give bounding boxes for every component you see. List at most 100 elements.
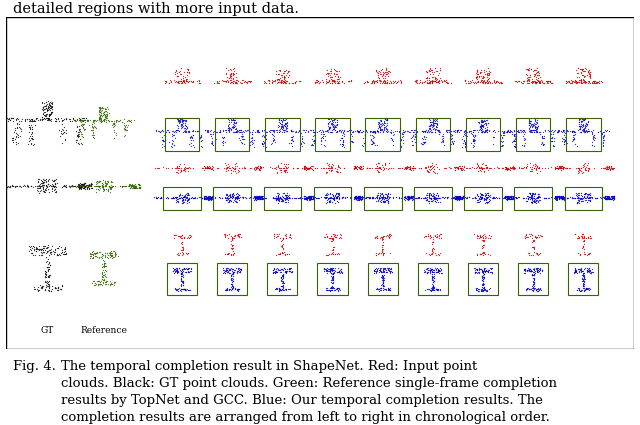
Point — [425, 167, 435, 173]
Point — [479, 196, 489, 203]
Point — [438, 136, 448, 143]
Point — [278, 78, 289, 85]
Point — [275, 250, 285, 257]
Point — [506, 195, 516, 201]
Point — [126, 182, 136, 189]
Point — [534, 285, 545, 292]
Point — [175, 118, 185, 125]
Point — [43, 256, 53, 263]
Point — [27, 244, 37, 251]
Point — [399, 196, 410, 202]
Point — [409, 136, 419, 143]
Point — [550, 196, 560, 203]
Point — [88, 130, 99, 137]
Point — [168, 194, 179, 201]
Point — [586, 269, 596, 275]
Point — [58, 116, 68, 123]
Point — [486, 265, 497, 272]
Point — [250, 193, 260, 200]
Point — [375, 124, 385, 131]
Point — [474, 119, 484, 126]
Point — [331, 194, 341, 201]
Point — [468, 131, 479, 138]
Point — [394, 195, 404, 201]
Point — [170, 71, 180, 78]
Point — [259, 140, 269, 147]
Point — [230, 165, 240, 172]
Point — [532, 69, 543, 76]
Point — [278, 280, 289, 287]
Point — [477, 274, 488, 281]
Point — [548, 131, 558, 138]
Point — [316, 130, 326, 137]
Point — [422, 129, 433, 136]
Point — [582, 121, 593, 128]
Point — [582, 79, 593, 86]
Point — [13, 123, 24, 130]
Point — [322, 287, 332, 294]
Point — [269, 139, 280, 146]
Point — [532, 196, 543, 203]
Point — [429, 74, 440, 81]
Point — [454, 195, 464, 201]
Point — [309, 138, 319, 145]
Point — [515, 129, 525, 136]
Point — [558, 195, 568, 202]
Point — [26, 140, 36, 147]
Point — [127, 183, 137, 190]
Point — [221, 287, 232, 294]
Point — [325, 234, 335, 241]
Point — [94, 107, 104, 113]
Point — [224, 119, 234, 126]
Point — [376, 77, 387, 84]
Point — [403, 194, 413, 201]
Point — [227, 116, 237, 123]
Point — [286, 139, 296, 146]
Point — [239, 141, 249, 147]
Point — [533, 198, 543, 204]
Point — [369, 129, 379, 136]
Point — [325, 164, 335, 171]
Point — [551, 164, 561, 171]
Point — [173, 249, 183, 256]
Point — [374, 250, 384, 257]
Point — [337, 143, 347, 150]
Point — [506, 196, 516, 202]
Point — [382, 265, 392, 272]
Point — [1, 182, 12, 189]
Point — [312, 79, 322, 85]
Point — [556, 165, 566, 172]
Point — [587, 269, 597, 276]
Point — [253, 196, 264, 202]
Point — [419, 269, 429, 275]
Point — [360, 136, 371, 143]
Point — [528, 190, 538, 197]
Point — [92, 116, 102, 123]
Point — [177, 77, 188, 84]
Point — [580, 122, 591, 129]
Point — [422, 269, 433, 276]
Point — [601, 196, 611, 203]
Point — [380, 77, 390, 84]
Point — [523, 79, 533, 86]
Point — [41, 281, 51, 288]
Point — [552, 128, 562, 135]
Point — [93, 278, 103, 285]
Point — [317, 77, 327, 84]
Point — [330, 119, 340, 125]
Point — [524, 128, 534, 135]
Point — [374, 195, 384, 202]
Point — [36, 180, 47, 187]
Point — [374, 266, 385, 273]
Point — [577, 272, 588, 279]
Point — [282, 68, 292, 75]
Point — [292, 164, 303, 171]
Point — [435, 286, 445, 292]
Point — [474, 265, 484, 272]
Point — [512, 194, 522, 201]
Point — [575, 128, 586, 135]
Point — [175, 78, 185, 85]
Point — [220, 77, 230, 84]
Point — [97, 179, 108, 186]
Point — [324, 126, 334, 133]
